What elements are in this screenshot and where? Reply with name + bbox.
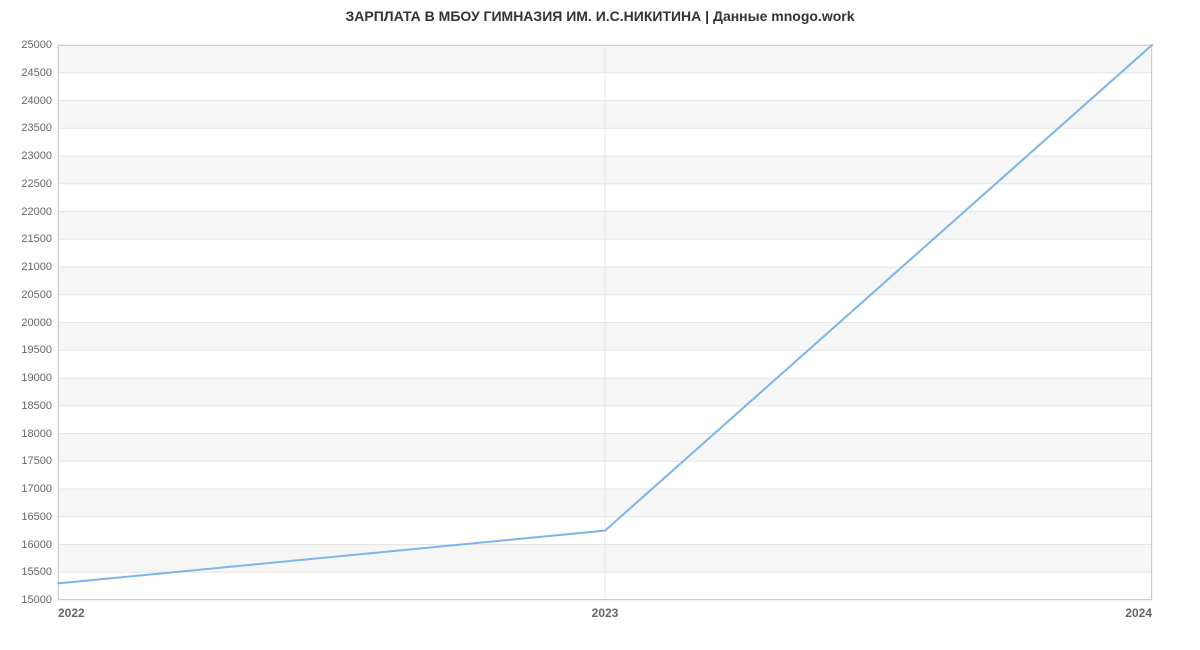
x-tick-label: 2023 [592, 600, 619, 620]
y-tick-label: 22000 [21, 206, 58, 218]
salary-line-chart: ЗАРПЛАТА В МБОУ ГИМНАЗИЯ ИМ. И.С.НИКИТИН… [0, 0, 1200, 650]
x-tick-label: 2024 [1125, 600, 1152, 620]
y-tick-label: 24000 [21, 95, 58, 107]
y-tick-label: 23000 [21, 150, 58, 162]
y-tick-label: 19500 [21, 344, 58, 356]
y-tick-label: 25000 [21, 39, 58, 51]
y-tick-label: 17500 [21, 455, 58, 467]
y-tick-label: 20500 [21, 289, 58, 301]
y-tick-label: 21500 [21, 233, 58, 245]
y-tick-label: 15000 [21, 594, 58, 606]
y-tick-label: 23500 [21, 122, 58, 134]
y-tick-label: 18000 [21, 428, 58, 440]
y-tick-label: 16000 [21, 539, 58, 551]
plot-svg [58, 45, 1152, 600]
y-tick-label: 20000 [21, 317, 58, 329]
y-tick-label: 22500 [21, 178, 58, 190]
y-tick-label: 16500 [21, 511, 58, 523]
plot-area: 1500015500160001650017000175001800018500… [58, 45, 1152, 600]
y-tick-label: 24500 [21, 67, 58, 79]
x-tick-label: 2022 [58, 600, 85, 620]
y-tick-label: 15500 [21, 566, 58, 578]
chart-title: ЗАРПЛАТА В МБОУ ГИМНАЗИЯ ИМ. И.С.НИКИТИН… [0, 8, 1200, 24]
y-tick-label: 18500 [21, 400, 58, 412]
y-tick-label: 17000 [21, 483, 58, 495]
y-tick-label: 19000 [21, 372, 58, 384]
y-tick-label: 21000 [21, 261, 58, 273]
